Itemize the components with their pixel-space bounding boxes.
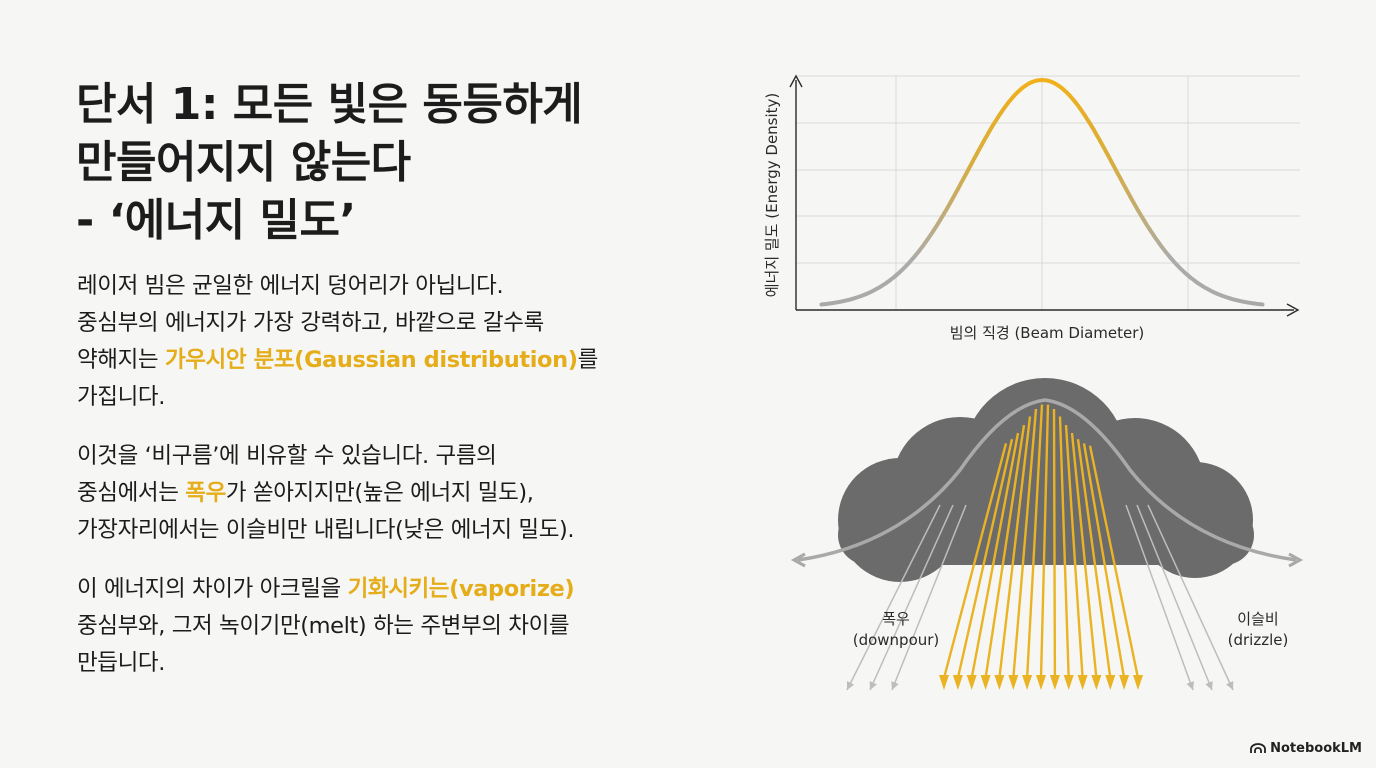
drizzle-ray-2 <box>891 504 967 691</box>
title-line-2: 만들어지지 않는다 <box>76 137 411 188</box>
downpour-ray-7 <box>1039 404 1050 679</box>
gaussian-highlight: 가우시안 분포(Gaussian distribution) <box>164 347 578 373</box>
brand-name: NotebookLM <box>1270 741 1362 756</box>
drizzle-ray-3 <box>1125 504 1194 691</box>
p3-line-1-start: 이 에너지의 차이가 아크릴을 <box>77 576 348 602</box>
downpour-arrowhead-3 <box>980 675 991 690</box>
downpour-ray-10 <box>1064 425 1084 679</box>
paragraph-1: 레이저 빔은 균일한 에너지 덩어리가 아닙니다. 중심부의 에너지가 가장 강… <box>77 268 717 416</box>
p3-line-1: 이 에너지의 차이가 아크릴을 기화시키는(vaporize) <box>77 571 717 608</box>
downpour-ray-5 <box>1012 408 1038 679</box>
drizzle-arrowhead-3 <box>1186 681 1195 690</box>
downpour-label-en: (downpour) <box>853 631 940 649</box>
p3-line-2: 중심부와, 그저 녹이기만(melt) 하는 주변부의 차이를 <box>77 613 570 639</box>
vaporize-highlight: 기화시키는(vaporize) <box>347 576 575 602</box>
y-axis-label: 에너지 밀도 (Energy Density) <box>763 93 781 298</box>
downpour-arrowhead-13 <box>1119 675 1130 690</box>
p1-line-3-end: 를 <box>577 347 599 373</box>
p2-line-2: 중심에서는 폭우가 쏟아지지만(높은 에너지 밀도), <box>77 475 717 512</box>
downpour-ray-3 <box>984 424 1026 679</box>
chart-grid-horizontal <box>796 75 1300 264</box>
downpour-arrowhead-4 <box>994 675 1005 690</box>
drizzle-arrowhead-2 <box>891 681 899 690</box>
p2-line-1: 이것을 ‘비구름’에 비유할 수 있습니다. 구름의 <box>77 443 497 469</box>
body-text: 레이저 빔은 균일한 에너지 덩어리가 아닙니다. 중심부의 에너지가 가장 강… <box>77 268 717 704</box>
paragraph-2: 이것을 ‘비구름’에 비유할 수 있습니다. 구름의 중심에서는 폭우가 쏟아지… <box>77 438 717 549</box>
downpour-arrowhead-11 <box>1091 675 1102 690</box>
drizzle-arrowhead-5 <box>1226 681 1234 690</box>
downpour-arrowhead-5 <box>1008 675 1019 690</box>
downpour-arrowhead-6 <box>1022 675 1033 690</box>
downpour-label-ko: 폭우 <box>882 610 910 628</box>
downpour-ray-2 <box>970 432 1020 679</box>
p1-line-3: 약해지는 가우시안 분포(Gaussian distribution)를 <box>77 342 717 379</box>
p2-line-2-start: 중심에서는 <box>77 480 186 506</box>
downpour-ray-11 <box>1070 432 1098 679</box>
rain-cloud-illustration: 폭우 (downpour) 이슬비 (drizzle) <box>790 378 1304 691</box>
downpour-arrowhead-1 <box>952 675 963 690</box>
cloud-gaussian-outline <box>797 398 1297 562</box>
downpour-arrowhead-9 <box>1063 675 1074 690</box>
downpour-ray-9 <box>1058 416 1070 679</box>
drizzle-ray-5 <box>1147 504 1234 691</box>
p2-line-2-end: 가 쏟아지지만(높은 에너지 밀도), <box>225 480 534 506</box>
drizzle-rays <box>846 504 1234 691</box>
downpour-rays <box>939 404 1143 690</box>
brand-logo: NotebookLM <box>1250 741 1362 756</box>
downpour-highlight: 폭우 <box>185 480 226 506</box>
drizzle-label-ko: 이슬비 <box>1237 610 1278 628</box>
left-spread-arrow <box>790 552 806 568</box>
downpour-arrowhead-0 <box>939 675 949 690</box>
drizzle-arrowhead-1 <box>869 681 877 690</box>
page-title: 단서 1: 모든 빛은 동등하게 만들어지지 않는다 - ‘에너지 밀도’ <box>76 76 696 250</box>
p1-line-4: 가집니다. <box>77 384 165 410</box>
p1-line-1: 레이저 빔은 균일한 에너지 덩어리가 아닙니다. <box>77 273 504 299</box>
title-line-3: - ‘에너지 밀도’ <box>76 195 356 246</box>
right-spread-arrow <box>1288 552 1304 568</box>
p3-line-3: 만듭니다. <box>77 650 165 676</box>
drizzle-arrowhead-4 <box>1205 681 1213 690</box>
x-axis-label: 빔의 직경 (Beam Diameter) <box>950 324 1145 342</box>
downpour-arrowhead-7 <box>1036 675 1046 690</box>
downpour-arrowhead-10 <box>1077 675 1088 690</box>
drizzle-arrowhead-0 <box>847 681 855 690</box>
drizzle-label-en: (drizzle) <box>1228 631 1289 649</box>
title-line-1: 단서 1: 모든 빛은 동등하게 <box>76 79 583 130</box>
drizzle-ray-0 <box>846 504 941 691</box>
y-axis-arrow <box>789 74 803 88</box>
downpour-ray-14 <box>1088 445 1140 679</box>
downpour-ray-4 <box>998 416 1032 679</box>
x-axis-arrow <box>1286 303 1300 317</box>
downpour-ray-13 <box>1082 443 1126 679</box>
drizzle-ray-4 <box>1136 504 1213 691</box>
p2-line-3: 가장자리에서는 이슬비만 내립니다(낮은 에너지 밀도). <box>77 517 575 543</box>
downpour-arrowhead-8 <box>1049 675 1060 690</box>
chart-grid-vertical <box>895 76 1189 310</box>
downpour-ray-8 <box>1052 408 1057 679</box>
gaussian-chart: 에너지 밀도 (Energy Density) 빔의 직경 (Beam Diam… <box>763 74 1300 342</box>
p1-line-3-start: 약해지는 <box>77 347 165 373</box>
downpour-ray-1 <box>956 438 1014 679</box>
downpour-arrowhead-2 <box>966 675 977 690</box>
downpour-ray-12 <box>1076 439 1112 679</box>
downpour-ray-6 <box>1025 404 1044 679</box>
downpour-ray-0 <box>942 443 1008 679</box>
downpour-arrowhead-12 <box>1105 675 1116 690</box>
drizzle-ray-1 <box>869 504 954 691</box>
gaussian-curve <box>819 77 1265 307</box>
paragraph-3: 이 에너지의 차이가 아크릴을 기화시키는(vaporize) 중심부와, 그저… <box>77 571 717 682</box>
p1-line-2: 중심부의 에너지가 가장 강력하고, 바깥으로 갈수록 <box>77 310 544 336</box>
notebooklm-icon <box>1250 743 1267 753</box>
downpour-arrowhead-14 <box>1133 675 1143 690</box>
